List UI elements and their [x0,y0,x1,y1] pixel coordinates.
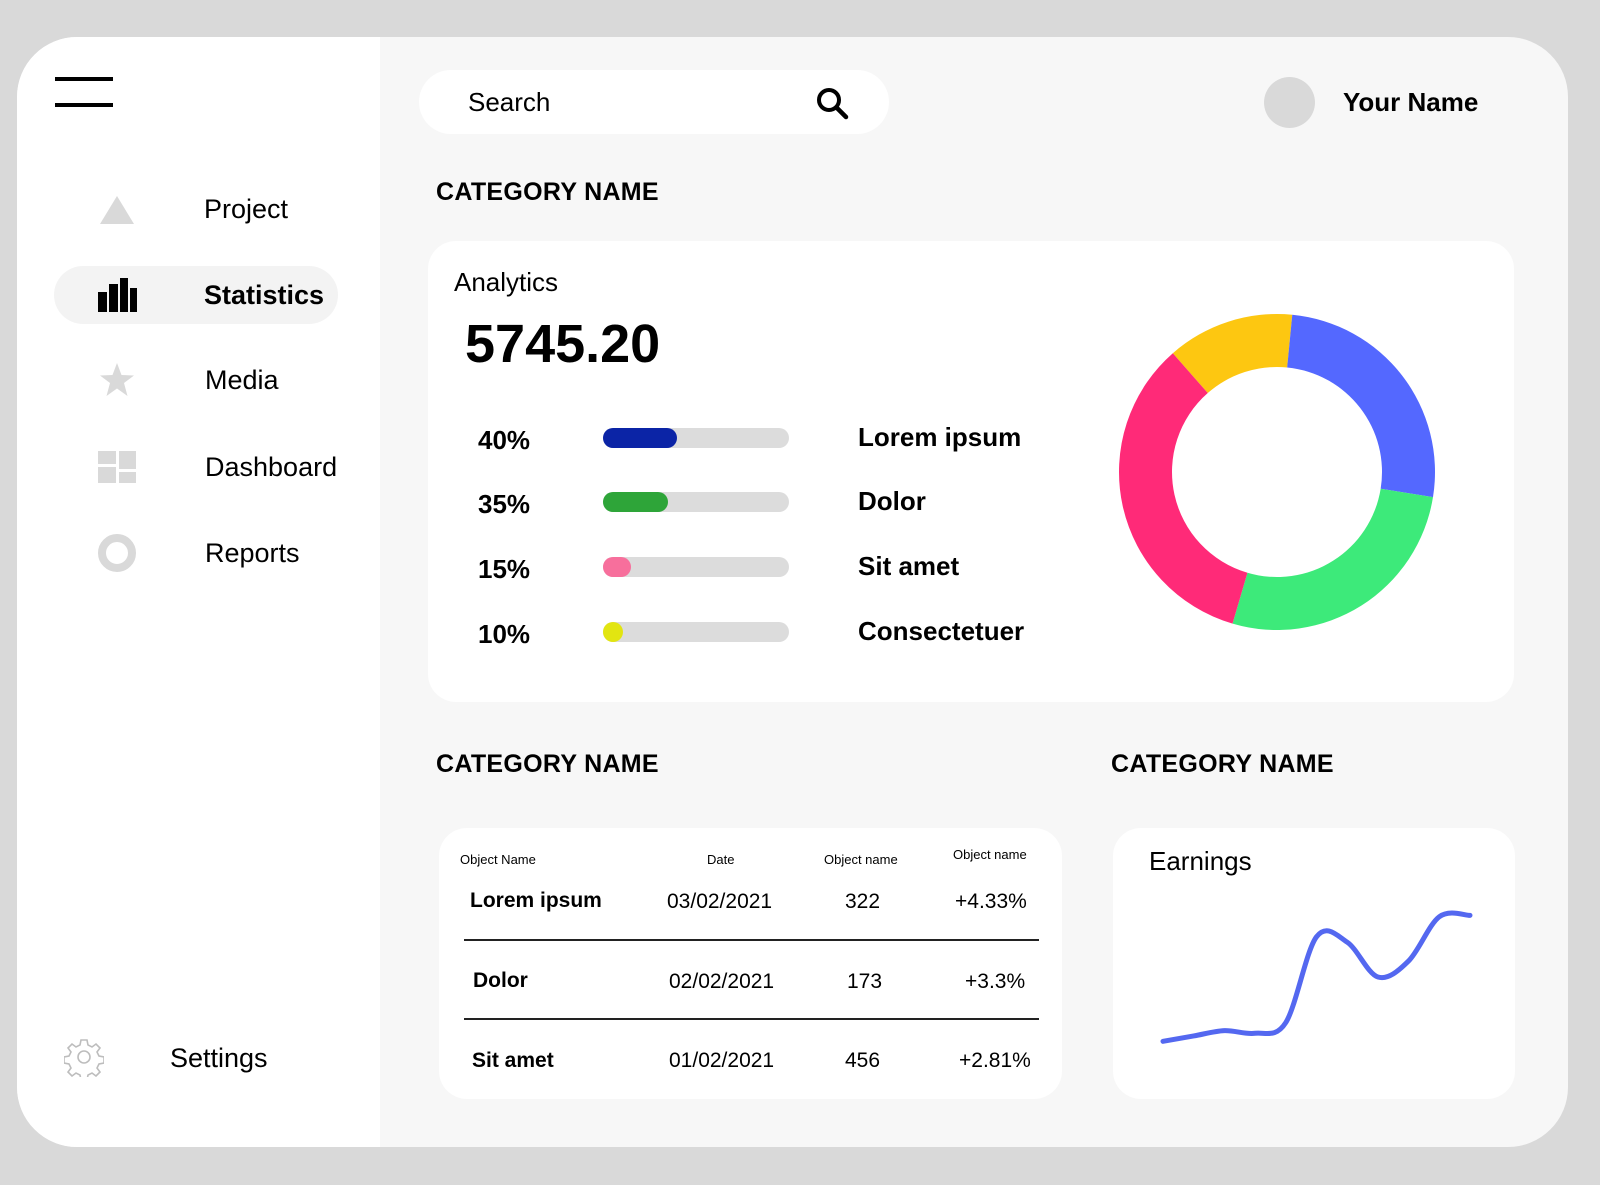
progress-fill [603,557,631,577]
donut-slice [1287,314,1435,498]
table-cell: 01/02/2021 [669,1049,775,1072]
column-header: Object name [953,847,1027,862]
earnings-line-chart [1160,910,1473,1044]
search-bar [419,70,889,134]
earnings-line [1160,910,1473,1044]
metric-row: 10% Consectetuer [428,611,1068,651]
table-cell: 02/02/2021 [669,970,775,993]
sidebar-item-label: Project [204,194,289,224]
metric-percent: 40% [478,425,531,455]
section-title: CATEGORY NAME [436,178,659,206]
data-table: Object Name Date Object name Object name… [439,828,1062,1099]
metric-label: Consectetuer [858,616,1025,646]
metric-row: 40% Lorem ipsum [428,417,1068,457]
metric-row: 15% Sit amet [428,546,1068,586]
section-title: CATEGORY NAME [436,750,659,778]
metric-label: Sit amet [858,551,960,581]
metric-percent: 15% [478,554,531,584]
settings-label: Settings [170,1043,268,1073]
sidebar-item-label: Media [205,365,279,395]
progress-fill [603,622,623,642]
sidebar-item-dashboard[interactable]: Dashboard [54,438,338,496]
user-name[interactable]: Your Name [1343,87,1479,117]
metric-row: 35% Dolor [428,481,1068,521]
table-cell: 322 [845,890,881,913]
settings-button[interactable]: Settings [64,1037,304,1081]
sidebar-item-project[interactable]: Project [54,180,338,238]
table-cell: Dolor [473,969,528,992]
earnings-card: Earnings [1113,828,1515,1099]
table-cell: +2.81% [959,1049,1031,1072]
ring-icon [98,534,136,572]
row-divider [464,939,1039,941]
metric-percent: 10% [478,619,531,649]
analytics-title: Analytics [454,267,559,297]
gear-icon [64,1039,104,1077]
progress-bar [603,557,789,577]
progress-bar [603,428,789,448]
section-title: CATEGORY NAME [1111,750,1334,778]
dashboard-icon [98,451,136,483]
sidebar-item-media[interactable]: Media [54,351,338,409]
column-header: Object name [824,852,898,867]
hamburger-menu-icon[interactable] [55,77,113,107]
metric-label: Dolor [858,486,926,516]
sidebar-item-reports[interactable]: Reports [54,524,338,582]
progress-bar [603,492,789,512]
sidebar-item-label: Statistics [204,280,325,310]
star-icon [100,363,134,396]
analytics-value: 5745.20 [465,314,661,374]
donut-chart [1119,314,1435,630]
column-header: Object Name [460,852,536,867]
table-cell: +4.33% [955,890,1027,913]
avatar[interactable] [1264,77,1315,128]
earnings-title: Earnings [1149,846,1252,876]
search-input[interactable] [419,70,819,134]
progress-fill [603,492,669,512]
table-cell: Lorem ipsum [470,889,602,912]
bar-chart-icon [98,278,137,312]
sidebar: Project Statistics Media D [17,37,380,1147]
row-divider [464,1018,1039,1020]
metric-label: Lorem ipsum [858,422,1022,452]
triangle-icon [100,196,134,224]
sidebar-item-label: Reports [205,538,300,568]
progress-bar [603,622,789,642]
analytics-card: Analytics 5745.20 40% Lorem ipsum 35% Do… [428,241,1514,702]
search-icon[interactable] [815,86,849,120]
donut-slice [1232,488,1433,630]
sidebar-item-statistics[interactable]: Statistics [54,266,338,324]
table-cell: +3.3% [965,970,1026,993]
table-cell: 456 [845,1049,881,1072]
metric-percent: 35% [478,489,531,519]
table-cell: Sit amet [472,1049,554,1072]
sidebar-item-label: Dashboard [205,452,338,482]
column-header: Date [707,852,735,867]
donut-slice [1119,353,1248,624]
donut-slice [1172,314,1293,394]
table-cell: 03/02/2021 [667,890,773,913]
progress-fill [603,428,678,448]
table-cell: 173 [847,970,883,993]
app-window: Project Statistics Media D [17,37,1568,1147]
